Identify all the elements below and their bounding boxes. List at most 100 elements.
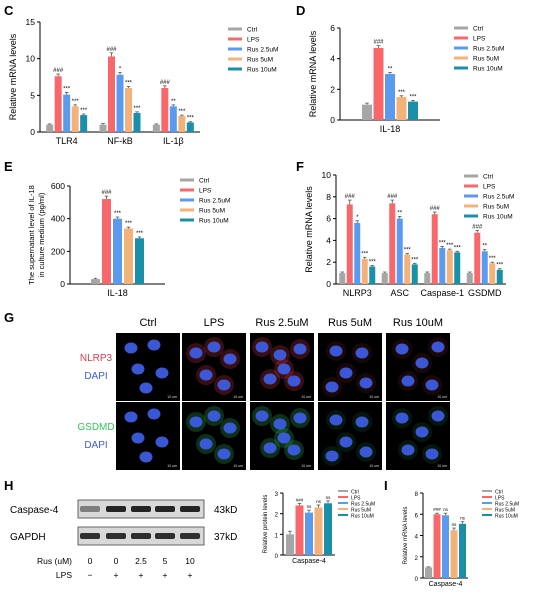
y-axis-label-line1: The supernatant level of IL-18 <box>27 185 36 285</box>
micrograph-cell: 10 um <box>250 402 314 470</box>
bar-ctrl <box>425 567 432 578</box>
bar-rus-2-5um <box>354 222 361 284</box>
blot-band <box>180 506 200 512</box>
y-axis-label: Relative mRNA levels <box>403 507 409 565</box>
significance-label: *** <box>489 256 497 262</box>
significance-label: *** <box>496 263 504 269</box>
y-axis-label: Relative mRNA levels <box>308 30 318 117</box>
y-tick-label: 6 <box>415 513 419 519</box>
nucleus <box>293 412 307 424</box>
legend-label: Rus 5uM <box>483 204 509 211</box>
legend-label: Rus 10uM <box>247 67 277 74</box>
legend-label: Rus 10uM <box>483 214 513 221</box>
nucleus <box>147 408 161 420</box>
dapi-label: DAPI <box>84 371 107 382</box>
bar-rus-2-5um <box>113 218 122 284</box>
blot-band <box>80 533 100 539</box>
legend-label: LPS <box>473 36 486 43</box>
bar-ctrl <box>339 273 346 284</box>
nucleus <box>131 363 145 375</box>
bar-lps <box>161 88 169 132</box>
y-tick-label: 2 <box>415 556 419 562</box>
nucleus <box>395 412 409 424</box>
bar-rus-2-5um <box>116 74 124 132</box>
legend-label: Rus 5uM <box>351 508 371 514</box>
nucleus <box>199 369 213 381</box>
micrograph-cell: 10 um <box>116 333 180 401</box>
significance-label: *** <box>125 221 133 227</box>
bar-lps <box>108 56 115 132</box>
lps-label: LPS <box>56 570 72 580</box>
scale-bar-label: 10 um <box>369 395 379 399</box>
significance-label: ** <box>397 210 402 216</box>
band-size: 37kD <box>214 532 237 543</box>
y-tick-label: 8 <box>326 192 331 202</box>
y-axis-label: Relative mRNA levels <box>304 186 314 273</box>
legend-label: Rus 10uM <box>199 218 229 225</box>
micrograph-cell: 10 um <box>250 333 314 401</box>
significance-label: *** <box>454 245 462 251</box>
nucleus <box>124 342 138 354</box>
bar-rus-10um <box>459 523 466 578</box>
micrograph-cell: 10 um <box>386 333 450 401</box>
significance-label: ** <box>482 244 487 250</box>
legend-label: Ctrl <box>247 27 258 34</box>
panel-letter-h: H <box>4 478 13 493</box>
nucleus <box>139 451 153 463</box>
nucleus <box>415 357 429 369</box>
nucleus <box>263 373 277 385</box>
significance-label: *** <box>187 116 195 122</box>
rus-dose-label: Rus (uM) <box>37 556 72 566</box>
x-category-label: NLRP3 <box>343 288 372 298</box>
legend-label: Ctrl <box>483 174 494 181</box>
x-category-label: GSDMD <box>468 288 502 298</box>
bar-ctrl <box>466 273 473 284</box>
y-axis-label: The supernatant level of IL-18in culture… <box>27 185 46 285</box>
bar-rus-10um <box>408 101 418 120</box>
band-name: Caspase-4 <box>10 505 59 516</box>
y-tick-label: 6 <box>326 214 331 224</box>
significance-label: *** <box>63 86 71 92</box>
western-blot-panel-h: Caspase-4 43kD GAPDH 37kD Rus (uM) 0 0 2.5 5 10 LP… <box>10 499 237 580</box>
nucleus <box>155 367 169 379</box>
bar-rus-5um <box>489 263 496 284</box>
significance-label: *** <box>125 81 133 87</box>
bar-lps <box>295 505 304 555</box>
bar-rus-10um <box>324 503 332 555</box>
bar-rus-2-5um <box>385 74 395 120</box>
lps-value: + <box>163 570 168 580</box>
nucleus <box>223 422 237 434</box>
bar-rus-10um <box>411 264 418 284</box>
bar-ctrl <box>362 104 372 120</box>
legend: Ctrl LPS Rus 2.5uM Rus 5uM Rus 10uM <box>228 27 278 74</box>
column-header: LPS <box>204 317 225 329</box>
bar-rus-5um <box>446 250 453 284</box>
legend-label: Rus 2.5uM <box>473 46 504 53</box>
nucleus <box>207 410 221 422</box>
y-tick-label: 5 <box>30 90 35 100</box>
scale-bar-label: 10 um <box>301 464 311 468</box>
nucleus <box>139 382 153 394</box>
bar-rus-10um <box>133 112 141 132</box>
nucleus <box>325 450 339 462</box>
x-category-label: ASC <box>390 288 409 298</box>
y-tick-label: 4 <box>415 535 419 541</box>
legend-label: Rus 10uM <box>351 514 374 520</box>
y-tick-label: 10 <box>322 170 332 180</box>
significance-label: *** <box>398 90 406 96</box>
significance-label: ns <box>307 504 313 509</box>
legend-label: LPS <box>495 496 505 502</box>
significance-label: *** <box>411 257 419 263</box>
nucleus <box>189 416 203 428</box>
y-tick-label: 3 <box>275 492 279 498</box>
significance-label: *** <box>80 108 88 114</box>
significance-label: *** <box>72 99 80 105</box>
legend-label: Rus 2.5uM <box>351 502 375 508</box>
y-tick-label: 4 <box>330 54 335 64</box>
significance-label: ### <box>373 40 384 46</box>
x-category-label: Caspase-4 <box>292 558 326 565</box>
